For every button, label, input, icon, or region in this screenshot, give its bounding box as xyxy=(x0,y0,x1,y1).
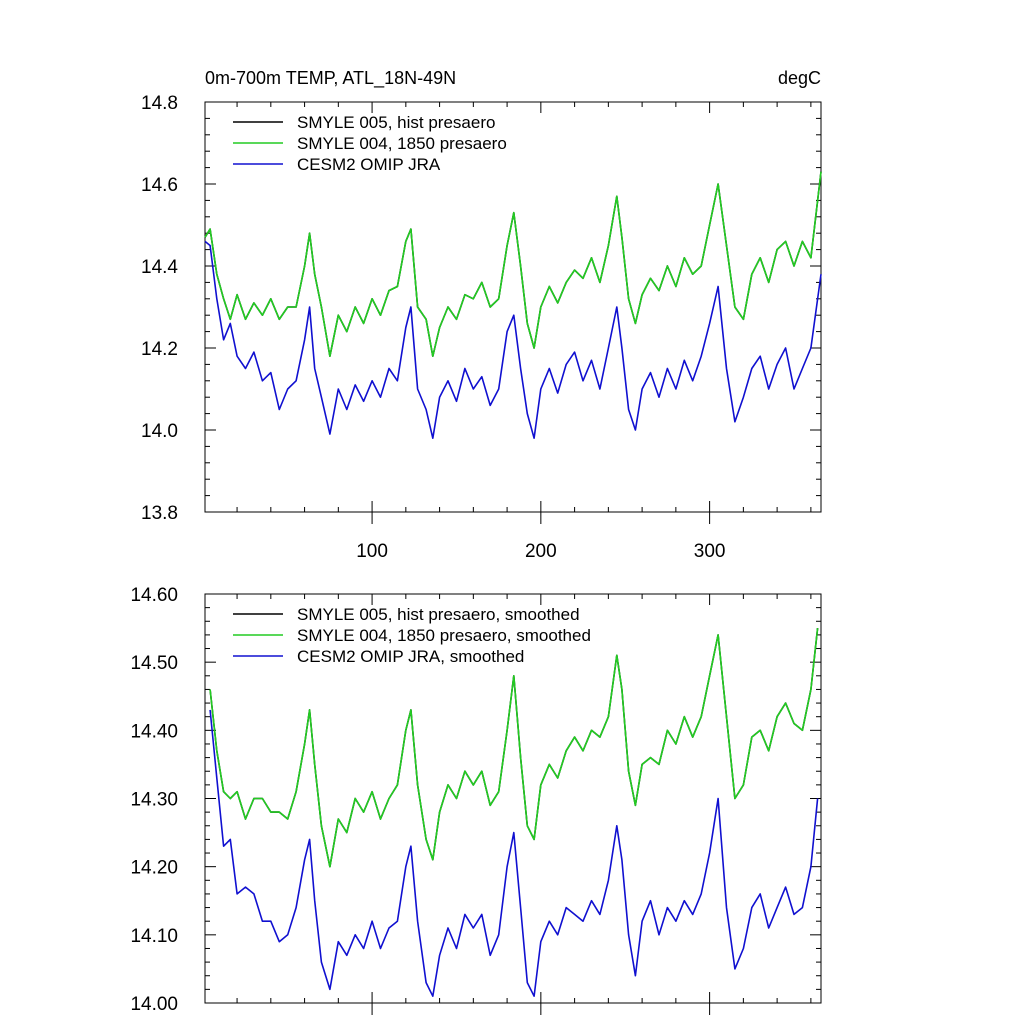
bottom-legend-label: SMYLE 004, 1850 presaero, smoothed xyxy=(297,626,591,645)
bottom-ytick-label: 14.20 xyxy=(130,858,178,879)
bottom-ytick-label: 14.40 xyxy=(130,721,178,742)
bottom-ytick-label: 14.10 xyxy=(130,926,178,947)
bottom-series-line-1 xyxy=(209,628,819,868)
top-ytick-label: 14.4 xyxy=(141,257,178,278)
bottom-panel: 14.00 14.10 14.20 14.30 14.40 14.50 14.60 SMYLE… xyxy=(130,585,822,1015)
top-ytick-label: 14.2 xyxy=(141,339,178,360)
top-xtick-label: 100 xyxy=(356,541,388,562)
top-plot-frame xyxy=(204,101,822,513)
top-ytick-label: 14.8 xyxy=(141,93,178,114)
top-legend-label: SMYLE 005, hist presaero xyxy=(297,113,495,132)
top-ytick-label: 13.8 xyxy=(141,503,178,524)
bottom-legend-label: SMYLE 005, hist presaero, smoothed xyxy=(297,605,580,624)
bottom-ytick-label: 14.00 xyxy=(130,994,178,1015)
bottom-ytick-label: 14.30 xyxy=(130,790,178,811)
top-legend-label: CESM2 OMIP JRA xyxy=(297,155,441,174)
top-panel: 0m-700m TEMP, ATL_18N-49N degC 13.8 14.0 1… xyxy=(141,68,822,562)
bottom-legend-label: CESM2 OMIP JRA, smoothed xyxy=(297,647,524,666)
bottom-ytick-label: 14.50 xyxy=(130,653,178,674)
top-xtick-label: 300 xyxy=(694,541,726,562)
top-series-line-2 xyxy=(204,240,822,440)
top-xtick-label: 200 xyxy=(525,541,557,562)
top-ytick-label: 14.6 xyxy=(141,175,178,196)
top-ytick-label: 14.0 xyxy=(141,421,178,442)
bottom-ytick-label: 14.60 xyxy=(130,585,178,606)
top-panel-units: degC xyxy=(778,68,821,88)
top-panel-title: 0m-700m TEMP, ATL_18N-49N xyxy=(205,68,456,89)
top-series-line-1 xyxy=(204,171,822,358)
bottom-series-line-2 xyxy=(209,709,819,998)
top-legend-label: SMYLE 004, 1850 presaero xyxy=(297,134,507,153)
